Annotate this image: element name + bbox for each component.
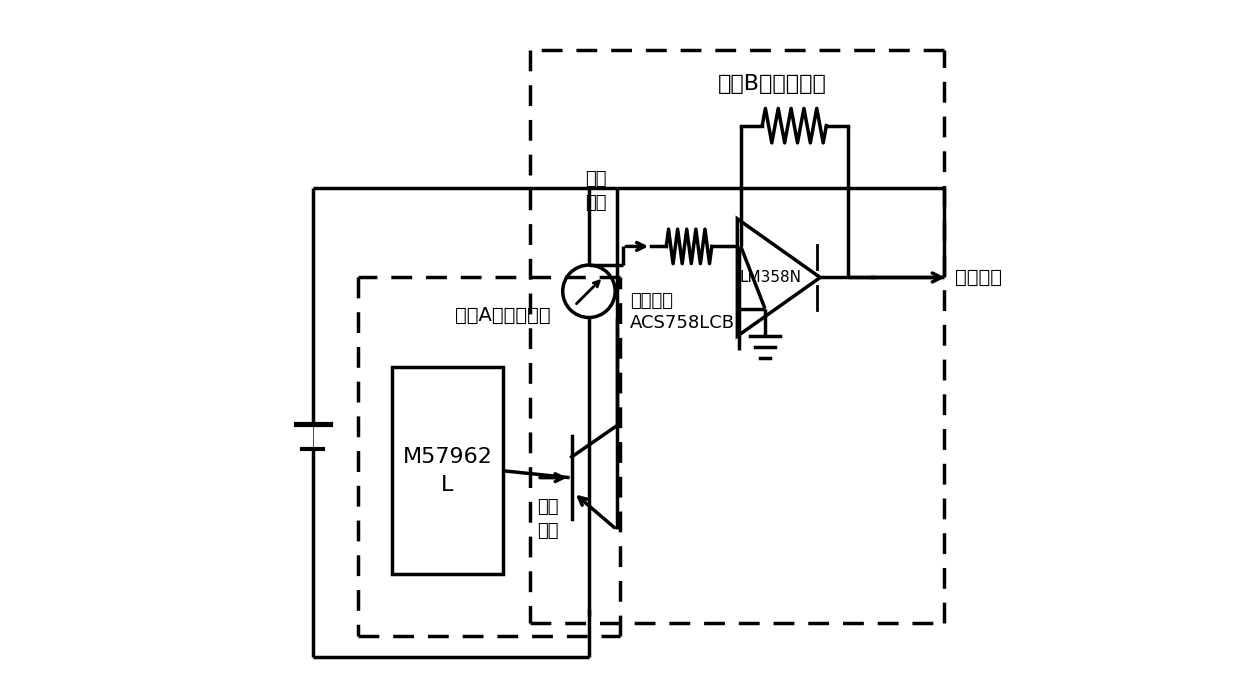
Text: M57962
L: M57962 L — [403, 447, 492, 495]
FancyBboxPatch shape — [392, 367, 502, 574]
Text: LM358N: LM358N — [739, 270, 801, 285]
Text: 驱动
信号: 驱动 信号 — [537, 498, 558, 540]
Text: 霍尔元件
ACS758LCB: 霍尔元件 ACS758LCB — [630, 292, 735, 332]
Text: 电路B：测量电路: 电路B：测量电路 — [718, 74, 826, 94]
Text: 输出信号: 输出信号 — [955, 268, 1002, 287]
Text: 电路A：驱动电路: 电路A：驱动电路 — [455, 306, 551, 325]
Text: 测量
信号: 测量 信号 — [585, 170, 606, 212]
